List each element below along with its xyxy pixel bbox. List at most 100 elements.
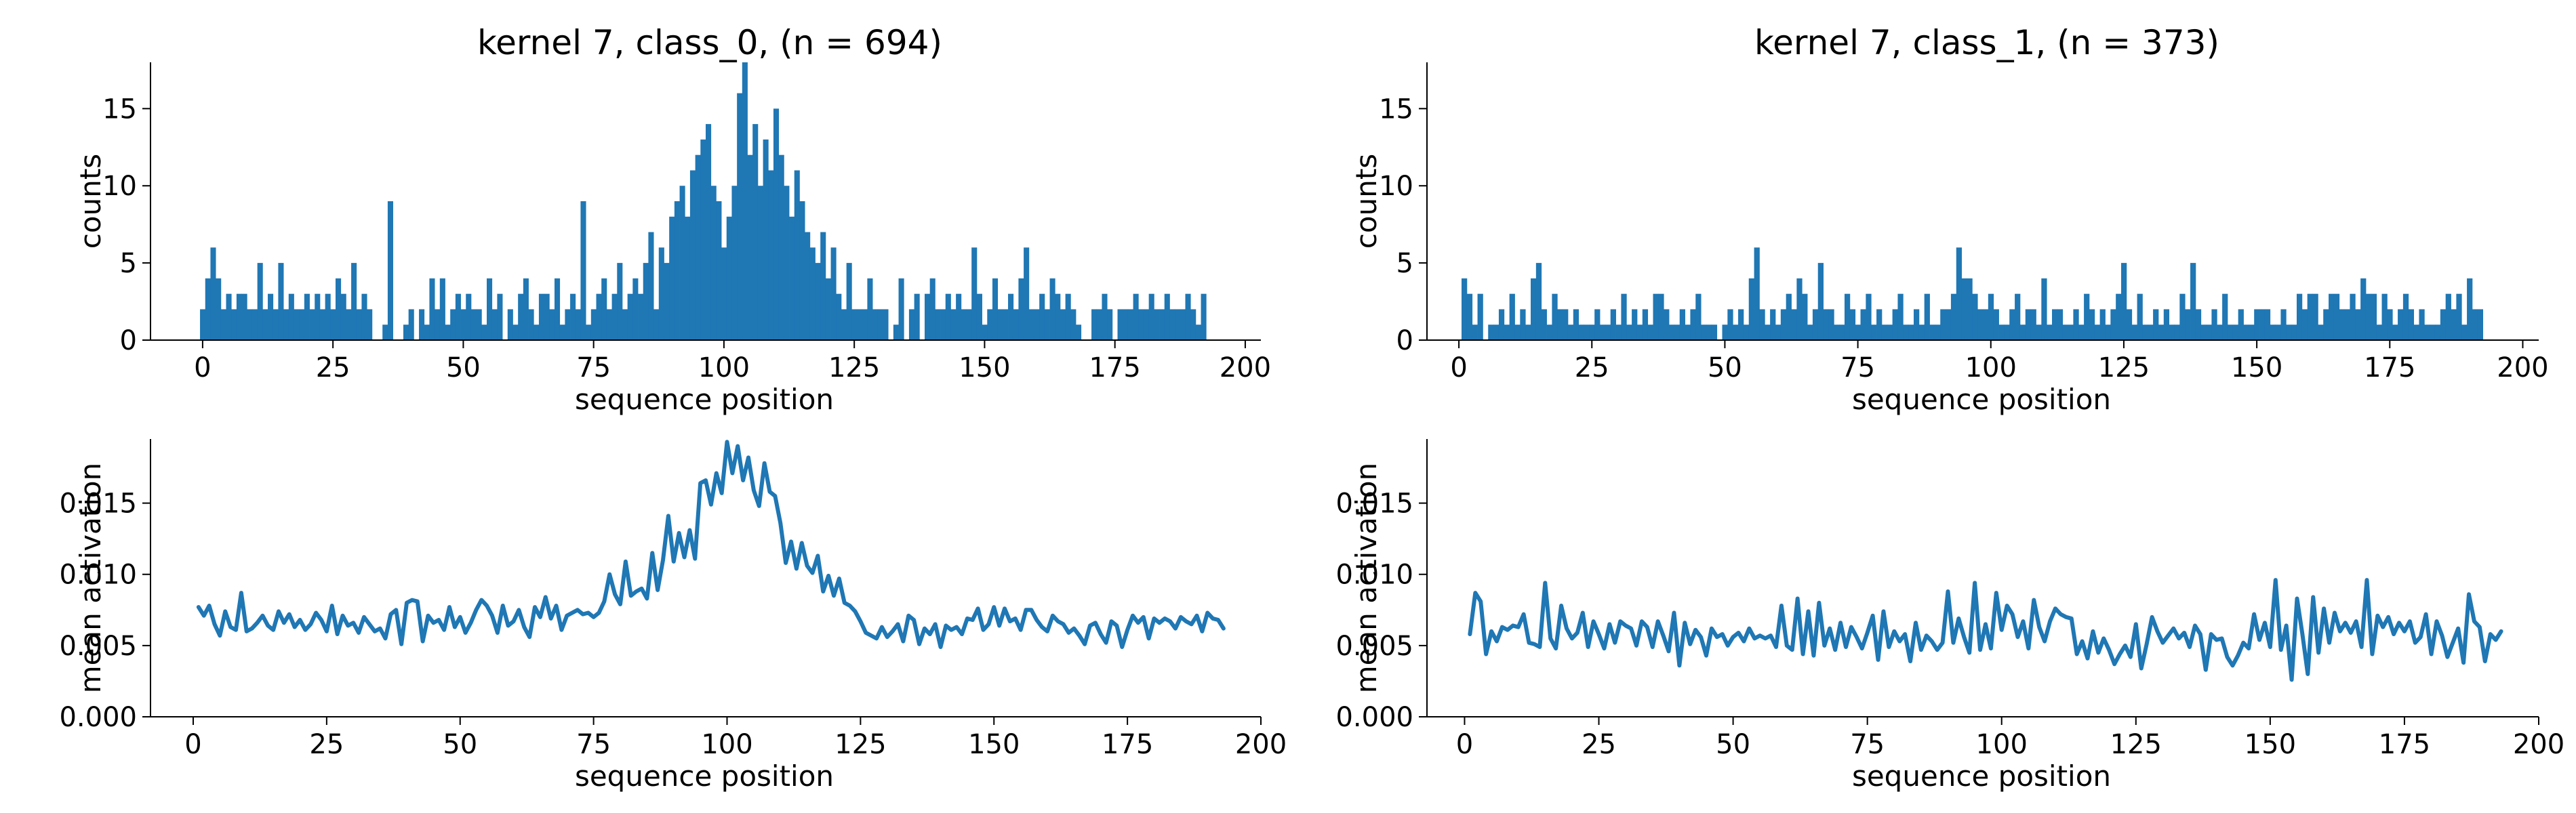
bar — [1701, 325, 1707, 340]
y-tick-label: 5 — [1396, 248, 1413, 279]
bar — [2232, 325, 2239, 340]
bar — [1685, 325, 1691, 340]
x-tick-label: 175 — [1102, 729, 1153, 760]
bar — [2131, 325, 2137, 340]
bar — [658, 247, 664, 340]
bar — [2254, 309, 2260, 340]
x-tick-label: 200 — [1235, 729, 1287, 760]
bar — [1849, 309, 1856, 340]
bar — [544, 293, 550, 340]
bar — [241, 293, 247, 340]
bar — [799, 201, 805, 340]
bar — [1733, 325, 1739, 340]
bar — [346, 309, 352, 340]
x-tick-label: 50 — [1716, 729, 1750, 760]
bar — [1034, 309, 1040, 340]
bar — [1855, 325, 1861, 340]
bar — [523, 278, 529, 340]
bar — [617, 263, 623, 340]
x-axis-label: sequence position — [1852, 759, 2111, 793]
bar — [2019, 325, 2026, 340]
x-tick-label: 150 — [968, 729, 1020, 760]
bar — [1743, 325, 1750, 340]
bar — [1871, 325, 1877, 340]
bar — [1117, 309, 1123, 340]
bar — [304, 293, 310, 340]
bar — [382, 325, 388, 340]
bar — [1472, 325, 1478, 340]
bar — [2477, 309, 2484, 340]
bar — [2148, 325, 2154, 340]
x-tick-label: 75 — [1840, 352, 1875, 383]
bar — [226, 293, 232, 340]
x-tick-label: 100 — [1976, 729, 2028, 760]
bar — [1834, 325, 1840, 340]
bar — [1967, 278, 1973, 340]
bar — [586, 325, 592, 340]
bar — [2227, 325, 2234, 340]
bar — [2068, 325, 2074, 340]
bar — [2456, 293, 2462, 340]
bar — [1123, 309, 1129, 340]
bar — [867, 278, 873, 340]
bar — [1679, 309, 1685, 340]
x-tick-label: 0 — [1450, 352, 1467, 383]
bar — [648, 232, 654, 340]
y-tick-label: 0.005 — [1335, 631, 1413, 662]
bar — [460, 309, 466, 340]
bar — [1180, 309, 1186, 340]
bar — [424, 325, 430, 340]
bar — [481, 325, 487, 340]
bar — [956, 293, 962, 340]
bar — [1950, 293, 1957, 340]
bar — [278, 263, 284, 340]
bar — [773, 108, 780, 340]
bar — [236, 293, 242, 340]
bar — [559, 325, 565, 340]
bar — [1754, 247, 1760, 340]
bar — [429, 278, 435, 340]
bar — [1509, 293, 1515, 340]
bar — [1722, 325, 1728, 340]
bar — [1839, 325, 1845, 340]
bar — [575, 309, 581, 340]
bar — [815, 263, 821, 340]
y-axis-label: mean activation — [1350, 463, 1383, 693]
bar — [1546, 325, 1552, 340]
bar — [1594, 309, 1601, 340]
bar — [2333, 293, 2340, 340]
bar — [1039, 293, 1045, 340]
bar — [971, 247, 978, 340]
bar — [1164, 293, 1170, 340]
bar — [1557, 309, 1563, 340]
x-tick-label: 125 — [834, 729, 886, 760]
bar — [1759, 309, 1765, 340]
bar — [330, 309, 336, 340]
bar — [2296, 293, 2303, 340]
bar — [283, 309, 289, 340]
bar — [2089, 309, 2095, 340]
bar — [1935, 325, 1941, 340]
bar — [2105, 325, 2111, 340]
bar — [1807, 325, 1813, 340]
bar — [2371, 293, 2377, 340]
bar — [632, 278, 639, 340]
bar — [1154, 309, 1160, 340]
bar — [1070, 309, 1076, 340]
bar — [1988, 293, 1994, 340]
bar — [825, 278, 831, 340]
bar — [1786, 293, 1792, 340]
bar — [419, 309, 425, 340]
bar — [1765, 325, 1771, 340]
bar — [408, 309, 414, 340]
bar — [1770, 309, 1776, 340]
bar — [846, 263, 852, 340]
bar — [1531, 278, 1537, 340]
y-tick-label: 0.005 — [59, 631, 137, 662]
bar — [2036, 325, 2042, 340]
bar — [794, 170, 800, 340]
bar — [570, 293, 576, 340]
bar — [466, 293, 472, 340]
bar — [2163, 309, 2170, 340]
bar — [2211, 309, 2217, 340]
